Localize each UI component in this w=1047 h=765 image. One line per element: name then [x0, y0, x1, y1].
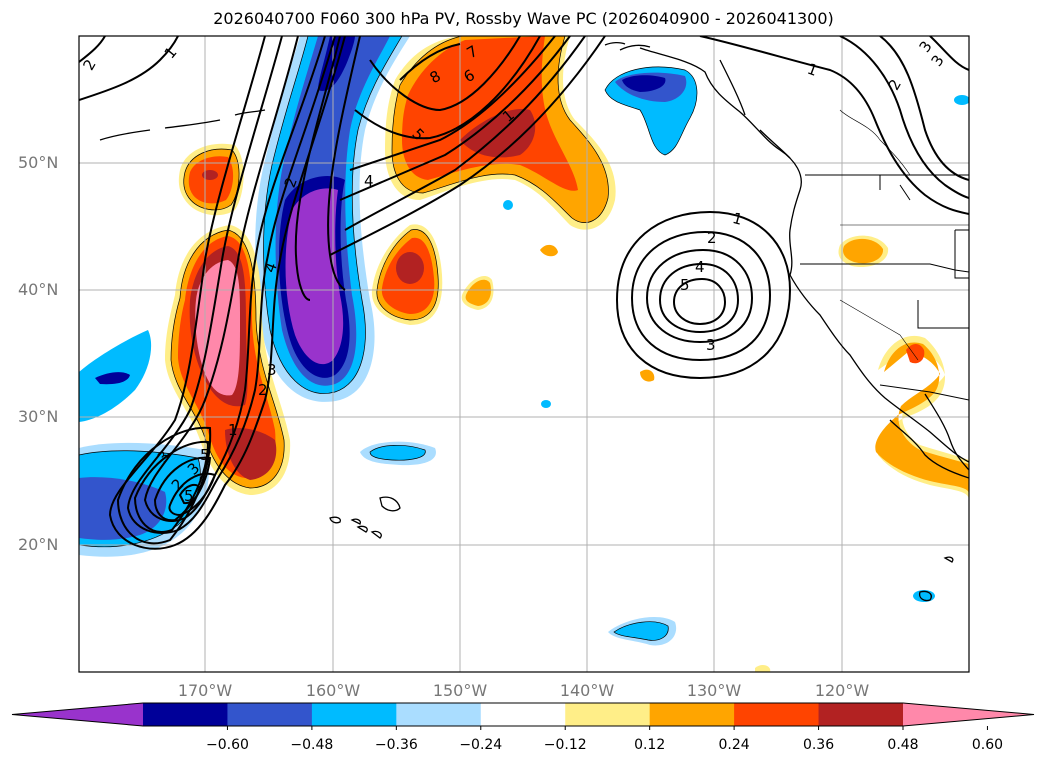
lon-label: 120°W: [814, 681, 870, 700]
lat-label: 30°N: [18, 407, 59, 426]
positive-anomaly-central: [371, 224, 494, 325]
contours-offshore-high: [615, 210, 792, 380]
colorbar-extend-max: [903, 703, 1034, 726]
lat-label: 20°N: [18, 535, 59, 554]
state-borders: [839, 109, 969, 361]
lat-label: 40°N: [18, 280, 59, 299]
lon-label: 140°W: [559, 681, 615, 700]
contour-label: 5: [200, 446, 210, 464]
colorbar-outline: [11, 702, 1035, 727]
contour-label: 1: [731, 209, 745, 229]
colorbar-segment: [311, 703, 397, 726]
colorbar-segment: [649, 703, 735, 726]
contour-label: 1: [228, 421, 238, 439]
colorbar-tick-label: 0.60: [971, 737, 1004, 753]
contours-ridge-north: [294, 36, 606, 301]
colorbar-tick-label: −0.60: [205, 737, 249, 753]
map-frame: [78, 35, 970, 673]
colorbar-tick-label: 0.24: [718, 737, 750, 753]
lon-label: 170°W: [177, 681, 233, 700]
contour-label: 3: [267, 361, 277, 379]
colorbar-tick-label: −0.36: [374, 737, 418, 753]
lon-label: 150°W: [432, 681, 488, 700]
political-borders: [800, 174, 969, 401]
colorbar-extend-min: [12, 703, 143, 726]
positive-anomaly-north-west: [178, 143, 244, 216]
colorbar-segment: [818, 703, 904, 726]
contour-label: 5: [184, 487, 194, 505]
negative-anomaly-west: [79, 330, 152, 422]
lat-label: 50°N: [18, 153, 59, 172]
colorbar-tick-label: 0.12: [634, 737, 666, 753]
colorbar-segment: [396, 703, 482, 726]
map-panel: 1 2 3 4 5 6 7 8 1 2 4 5 3 2 3 5 1 2 3 1 …: [79, 36, 969, 672]
contour-label: 2: [258, 381, 268, 399]
colorbar-segment: [227, 703, 313, 726]
anomaly-outlines: [79, 36, 698, 641]
colorbar-tick-label: −0.48: [290, 737, 334, 753]
colorbar-segment: [143, 703, 228, 726]
map-title: 2026040700 F060 300 hPa PV, Rossby Wave …: [213, 9, 834, 28]
colorbar-segment: [480, 703, 566, 726]
gridlines: [79, 36, 969, 672]
contours-northeast: [699, 36, 969, 215]
positive-anomaly-small-patches: [540, 244, 771, 672]
contour-label: 4: [695, 258, 705, 276]
colorbar: [11, 702, 1035, 730]
contour-label: 4: [364, 172, 374, 190]
colorbar-segment: [565, 703, 651, 726]
lon-label: 160°W: [305, 681, 361, 700]
colorbar-tick-label: −0.24: [459, 737, 503, 753]
colorbar-tick-label: 0.36: [802, 737, 835, 753]
negative-anomaly-small-patches: [360, 95, 969, 646]
contour-label: 5: [680, 276, 690, 294]
colorbar-tick-label: 0.48: [887, 737, 919, 753]
contour-label: 2: [707, 229, 717, 247]
positive-anomaly-coast: [838, 235, 969, 500]
lon-label: 130°W: [686, 681, 742, 700]
contours-west-trough: [108, 36, 346, 550]
contour-label: 3: [706, 336, 716, 354]
colorbar-tick-label: −0.12: [543, 737, 587, 753]
colorbar-segment: [734, 703, 820, 726]
contours-northwest: [79, 36, 179, 101]
negative-anomaly-gulf-alaska: [605, 66, 697, 155]
coastlines: [99, 41, 969, 602]
